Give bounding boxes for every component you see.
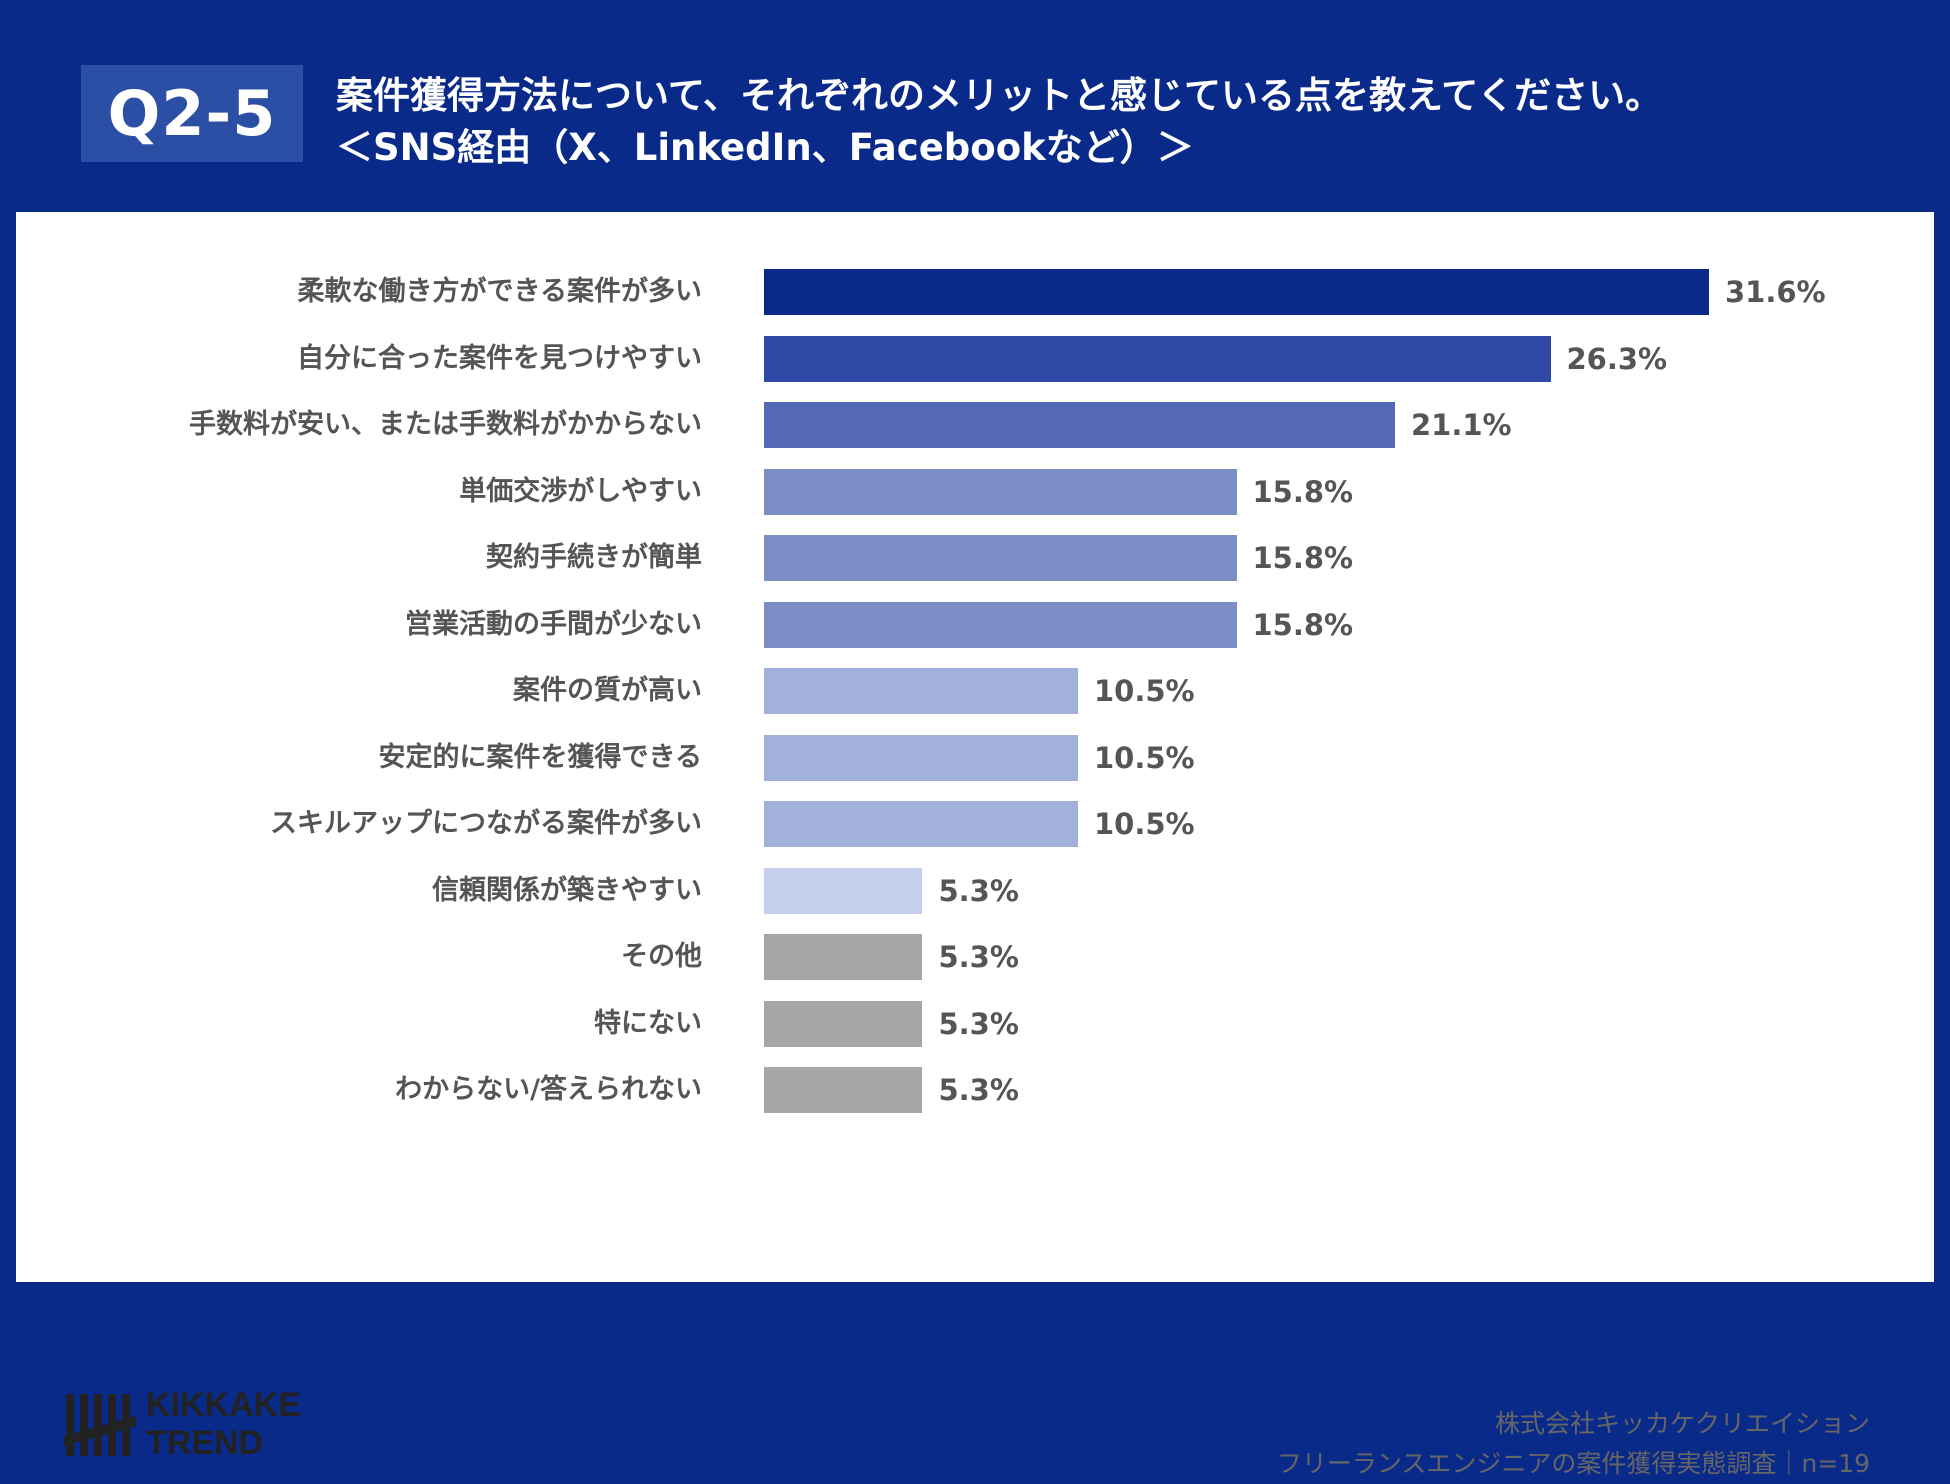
footer-survey: フリーランスエンジニアの案件獲得実態調査｜n=19 [1276, 1449, 1870, 1478]
value-label: 5.3% [938, 1073, 1019, 1107]
bar [764, 402, 1395, 448]
bar [764, 734, 1078, 781]
bar [764, 1067, 923, 1113]
value-label: 10.5% [1094, 740, 1195, 775]
value-label: 5.3% [938, 873, 1019, 908]
bar [764, 269, 1709, 315]
category-label: 特にない [594, 1007, 702, 1039]
category-label: 営業活動の手間が少ない [405, 608, 702, 640]
category-label: その他 [621, 941, 702, 972]
bar [764, 335, 1551, 382]
footer-credit: 株式会社キッカケクリエイション フリーランスエンジニアの案件獲得実態調査｜n=1… [1277, 1404, 1870, 1484]
category-label: 柔軟な働き方ができる案件が多い [297, 276, 702, 307]
value-label: 10.5% [1094, 807, 1195, 841]
category-label: 手数料が安い、または手数料がかからない [189, 409, 702, 440]
value-label: 26.3% [1566, 341, 1668, 376]
bar [764, 867, 923, 914]
question-title-line2: ＜SNS経由（X、LinkedIn、Facebookなど）＞ [336, 126, 1194, 169]
value-label: 10.5% [1094, 674, 1195, 708]
header: Q2-5 案件獲得方法について、それぞれのメリットと感じている点を教えてください… [0, 0, 1950, 210]
category-label: 自分に合った案件を見つけやすい [297, 342, 702, 374]
value-label: 31.6% [1725, 275, 1826, 309]
logo-line2: TREND [146, 1424, 264, 1462]
logo-line1: KIKKAKE [146, 1386, 301, 1424]
category-label: わからない/答えられない [395, 1074, 702, 1105]
bar [764, 668, 1078, 714]
bar [764, 535, 1237, 581]
value-label: 15.8% [1252, 541, 1354, 575]
value-label: 5.3% [938, 940, 1019, 974]
category-label: 案件の質が高い [513, 675, 702, 706]
value-label: 21.1% [1410, 408, 1512, 442]
chart-panel: 柔軟な働き方ができる案件が多い 31.6% 自分に合った案件を見つけやすい 26.3%… [16, 212, 1934, 1478]
bar [764, 601, 1237, 648]
bar [764, 468, 1237, 515]
category-label: 単価交渉がしやすい [459, 475, 702, 507]
logo-mark-icon [64, 1394, 136, 1456]
category-label: 安定的に案件を獲得できる [378, 741, 702, 773]
value-label: 15.8% [1252, 474, 1354, 509]
footer-company: 株式会社キッカケクリエイション [1494, 1409, 1870, 1438]
category-label: 信頼関係が築きやすい [432, 874, 702, 906]
question-title: 案件獲得方法について、それぞれのメリットと感じている点を教えてください。 ＜SN… [336, 70, 1662, 174]
question-badge: Q2-5 [81, 65, 303, 162]
category-label: スキルアップにつながる案件が多い [270, 808, 702, 839]
bar [764, 1000, 923, 1047]
logo-text: KIKKAKE TREND [146, 1386, 301, 1462]
bar [764, 934, 923, 980]
category-label: 契約手続きが簡単 [486, 542, 702, 573]
value-label: 5.3% [938, 1006, 1019, 1041]
logo: KIKKAKE TREND [64, 1386, 301, 1464]
bar [764, 801, 1078, 847]
question-title-line1: 案件獲得方法について、それぞれのメリットと感じている点を教えてください。 [336, 74, 1663, 117]
value-label: 15.8% [1252, 607, 1354, 642]
